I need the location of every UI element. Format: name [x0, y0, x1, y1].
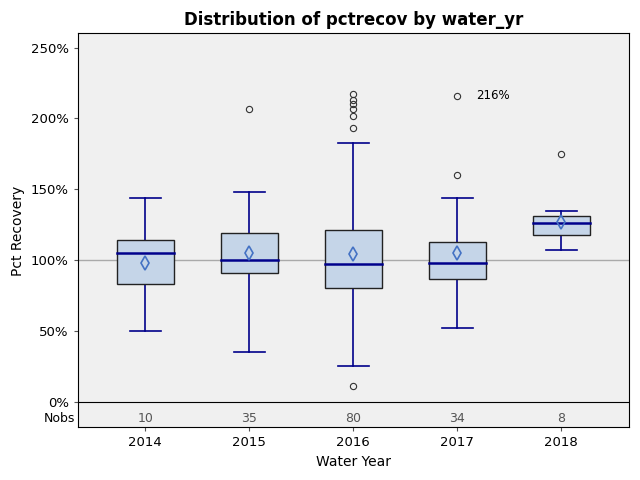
Text: 10: 10 — [138, 412, 153, 425]
Y-axis label: Pct Recovery: Pct Recovery — [11, 185, 25, 276]
Text: 34: 34 — [449, 412, 465, 425]
X-axis label: Water Year: Water Year — [316, 455, 391, 469]
Title: Distribution of pctrecov by water_yr: Distribution of pctrecov by water_yr — [184, 11, 523, 29]
Bar — [429, 242, 486, 278]
Bar — [532, 216, 590, 235]
Bar — [221, 233, 278, 273]
Text: 8: 8 — [557, 412, 565, 425]
Text: 216%: 216% — [476, 89, 509, 102]
Text: 80: 80 — [346, 412, 362, 425]
Bar — [324, 230, 382, 288]
Text: 35: 35 — [241, 412, 257, 425]
Text: Nobs: Nobs — [44, 412, 76, 425]
Bar — [116, 240, 174, 284]
